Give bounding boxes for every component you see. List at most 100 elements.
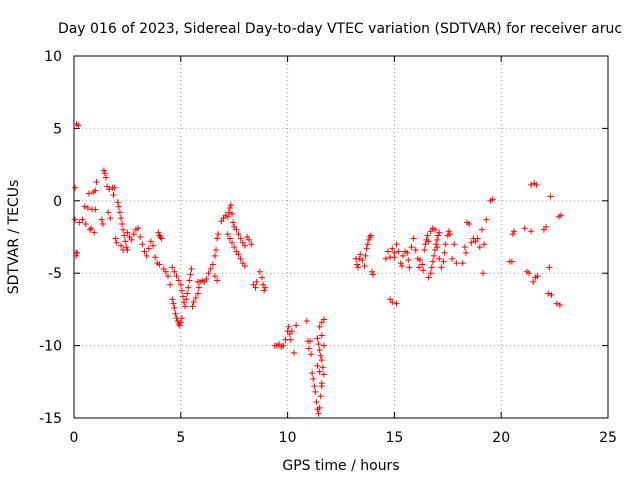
data-point: [461, 244, 468, 251]
data-point: [543, 223, 550, 230]
data-point: [314, 362, 321, 369]
data-point: [525, 270, 532, 277]
data-point: [533, 181, 540, 188]
data-point: [291, 349, 298, 356]
data-point: [141, 248, 148, 255]
data-point: [556, 302, 563, 309]
data-point: [478, 226, 485, 233]
data-point: [178, 287, 185, 294]
data-point: [489, 196, 496, 203]
data-point: [174, 317, 181, 324]
data-point: [79, 216, 86, 223]
data-point: [395, 248, 402, 255]
x-axis-label: GPS time / hours: [282, 458, 399, 474]
data-point: [427, 270, 434, 277]
x-tick-label: 0: [70, 430, 79, 446]
data-point: [123, 244, 130, 251]
data-point: [258, 274, 265, 281]
data-point: [511, 228, 518, 235]
data-point: [137, 234, 144, 240]
data-point: [116, 209, 123, 216]
data-point: [110, 192, 117, 199]
data-point: [211, 252, 218, 259]
data-point: [73, 252, 80, 259]
data-point: [384, 248, 391, 255]
data-point: [424, 232, 431, 239]
data-point: [363, 245, 370, 252]
data-point: [508, 258, 515, 265]
data-point: [256, 268, 263, 275]
data-point: [453, 260, 460, 267]
data-point: [287, 336, 294, 343]
x-tick-label: 10: [279, 430, 297, 446]
data-point: [121, 232, 128, 239]
data-point: [481, 241, 488, 248]
data-point: [308, 351, 315, 358]
data-point: [195, 284, 202, 291]
data-point: [152, 254, 159, 261]
data-point: [440, 258, 447, 265]
data-point: [171, 304, 178, 311]
data-point: [150, 242, 157, 249]
data-point: [312, 388, 319, 395]
data-point: [311, 383, 318, 390]
data-point: [307, 338, 314, 345]
data-point: [534, 273, 541, 280]
data-point: [107, 215, 114, 222]
data-point: [81, 203, 88, 210]
data-point: [248, 241, 255, 248]
data-point: [75, 122, 82, 129]
x-tick-label: 15: [385, 430, 403, 446]
data-point: [112, 235, 119, 242]
data-point: [317, 393, 324, 400]
data-point: [145, 245, 152, 252]
data-point: [309, 370, 316, 377]
data-point: [398, 262, 405, 269]
data-point: [92, 206, 99, 213]
chart-title: Day 016 of 2023, Sidereal Day-to-day VTE…: [58, 21, 622, 37]
data-point: [178, 315, 185, 322]
data-point: [82, 220, 89, 227]
data-point: [462, 249, 469, 256]
data-point: [558, 212, 565, 219]
data-point: [466, 220, 473, 227]
data-point: [393, 300, 400, 307]
data-point: [183, 296, 190, 303]
data-point: [226, 205, 233, 212]
data-point: [114, 199, 121, 206]
data-point: [417, 257, 424, 264]
data-point: [85, 190, 92, 197]
data-point: [182, 303, 189, 310]
data-point: [130, 231, 137, 238]
data-point: [316, 368, 323, 375]
data-point: [442, 241, 449, 248]
y-tick-label: 5: [53, 121, 62, 137]
data-point: [320, 316, 327, 323]
data-point: [445, 228, 452, 235]
data-point: [92, 187, 99, 194]
data-point: [98, 216, 105, 223]
data-point: [310, 375, 317, 382]
data-point: [399, 252, 406, 259]
data-point: [158, 235, 165, 242]
data-point: [91, 229, 98, 236]
data-point: [314, 335, 321, 342]
y-tick-label: 0: [53, 194, 62, 210]
data-point: [233, 226, 240, 233]
data-point: [389, 299, 396, 306]
data-point: [139, 241, 146, 248]
data-point: [100, 167, 107, 174]
data-point: [173, 273, 180, 280]
data-point: [194, 290, 201, 297]
data-point: [468, 239, 475, 246]
data-point: [483, 216, 490, 223]
data-point: [366, 234, 373, 240]
data-point: [397, 260, 404, 267]
data-point: [122, 238, 129, 245]
data-point: [237, 235, 244, 242]
data-point: [155, 229, 162, 236]
data-point: [368, 268, 375, 275]
data-point: [111, 184, 118, 191]
data-point: [253, 278, 260, 285]
